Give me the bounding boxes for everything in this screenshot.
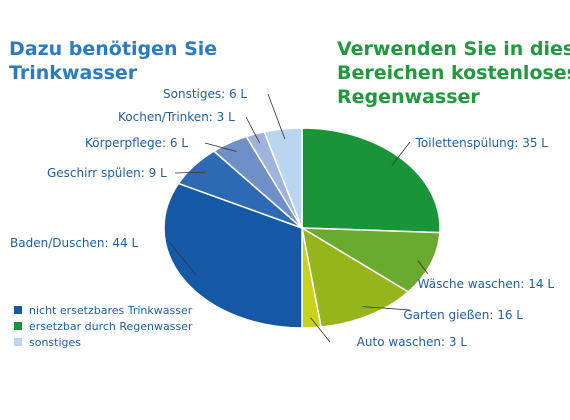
slice-labels: Toilettenspülung: 35 L Wäsche waschen: 14… bbox=[10, 87, 554, 349]
slice-label: Wäsche waschen: 14 L bbox=[418, 277, 555, 291]
leader-line bbox=[174, 171, 205, 174]
heading-left-line: Trinkwasser bbox=[9, 62, 138, 84]
pie-slice bbox=[299, 227, 441, 293]
leader-line bbox=[267, 93, 286, 140]
leader-lines bbox=[169, 93, 429, 343]
legend-swatch bbox=[14, 322, 22, 330]
pie-slice bbox=[301, 127, 441, 234]
legend-item: ersetzbar durch Regenwasser bbox=[14, 318, 193, 334]
leader-line bbox=[169, 242, 197, 276]
pie-slice bbox=[300, 226, 410, 328]
leader-line bbox=[391, 141, 411, 167]
legend-label: ersetzbar durch Regenwasser bbox=[29, 319, 193, 333]
pie-slice bbox=[163, 182, 303, 329]
slice-label: Garten gießen: 16 L bbox=[403, 308, 523, 322]
legend-label: nicht ersetzbares Trinkwasser bbox=[29, 303, 193, 317]
leader-line bbox=[204, 142, 237, 152]
slice-label: Kochen/Trinken: 3 L bbox=[118, 110, 235, 124]
legend-label: sonstiges bbox=[29, 335, 82, 349]
heading-right-line: Regenwasser bbox=[337, 86, 480, 108]
heading-left-line: Dazu benötigen Sie bbox=[9, 38, 218, 60]
legend-swatch bbox=[14, 306, 22, 314]
legend: nicht ersetzbares Trinkwasser ersetzbar … bbox=[14, 302, 193, 350]
slice-label: Sonstiges: 6 L bbox=[163, 87, 247, 101]
slice-label: Auto waschen: 3 L bbox=[357, 335, 468, 349]
heading-rainwater: Verwenden Sie in diesen Bereichen kosten… bbox=[337, 37, 570, 109]
leader-line bbox=[417, 260, 429, 275]
legend-item: nicht ersetzbares Trinkwasser bbox=[14, 302, 193, 318]
slice-label: Baden/Duschen: 44 L bbox=[10, 236, 138, 250]
heading-drinking-water: Dazu benötigen Sie Trinkwasser bbox=[9, 37, 249, 85]
heading-right-line: Bereichen kostenloses bbox=[337, 62, 570, 84]
slice-label: Geschirr spülen: 9 L bbox=[47, 166, 167, 180]
pie-slice bbox=[263, 127, 303, 229]
slice-label: Körperpflege: 6 L bbox=[85, 136, 188, 150]
legend-swatch bbox=[14, 338, 22, 346]
slice-label: Toilettenspülung: 35 L bbox=[415, 136, 549, 150]
leader-line bbox=[362, 306, 411, 311]
leader-line bbox=[245, 116, 261, 144]
pie-slices bbox=[163, 127, 441, 329]
legend-item: sonstiges bbox=[14, 334, 193, 350]
leader-line bbox=[310, 317, 331, 343]
heading-right-line: Verwenden Sie in diesen bbox=[337, 38, 570, 60]
